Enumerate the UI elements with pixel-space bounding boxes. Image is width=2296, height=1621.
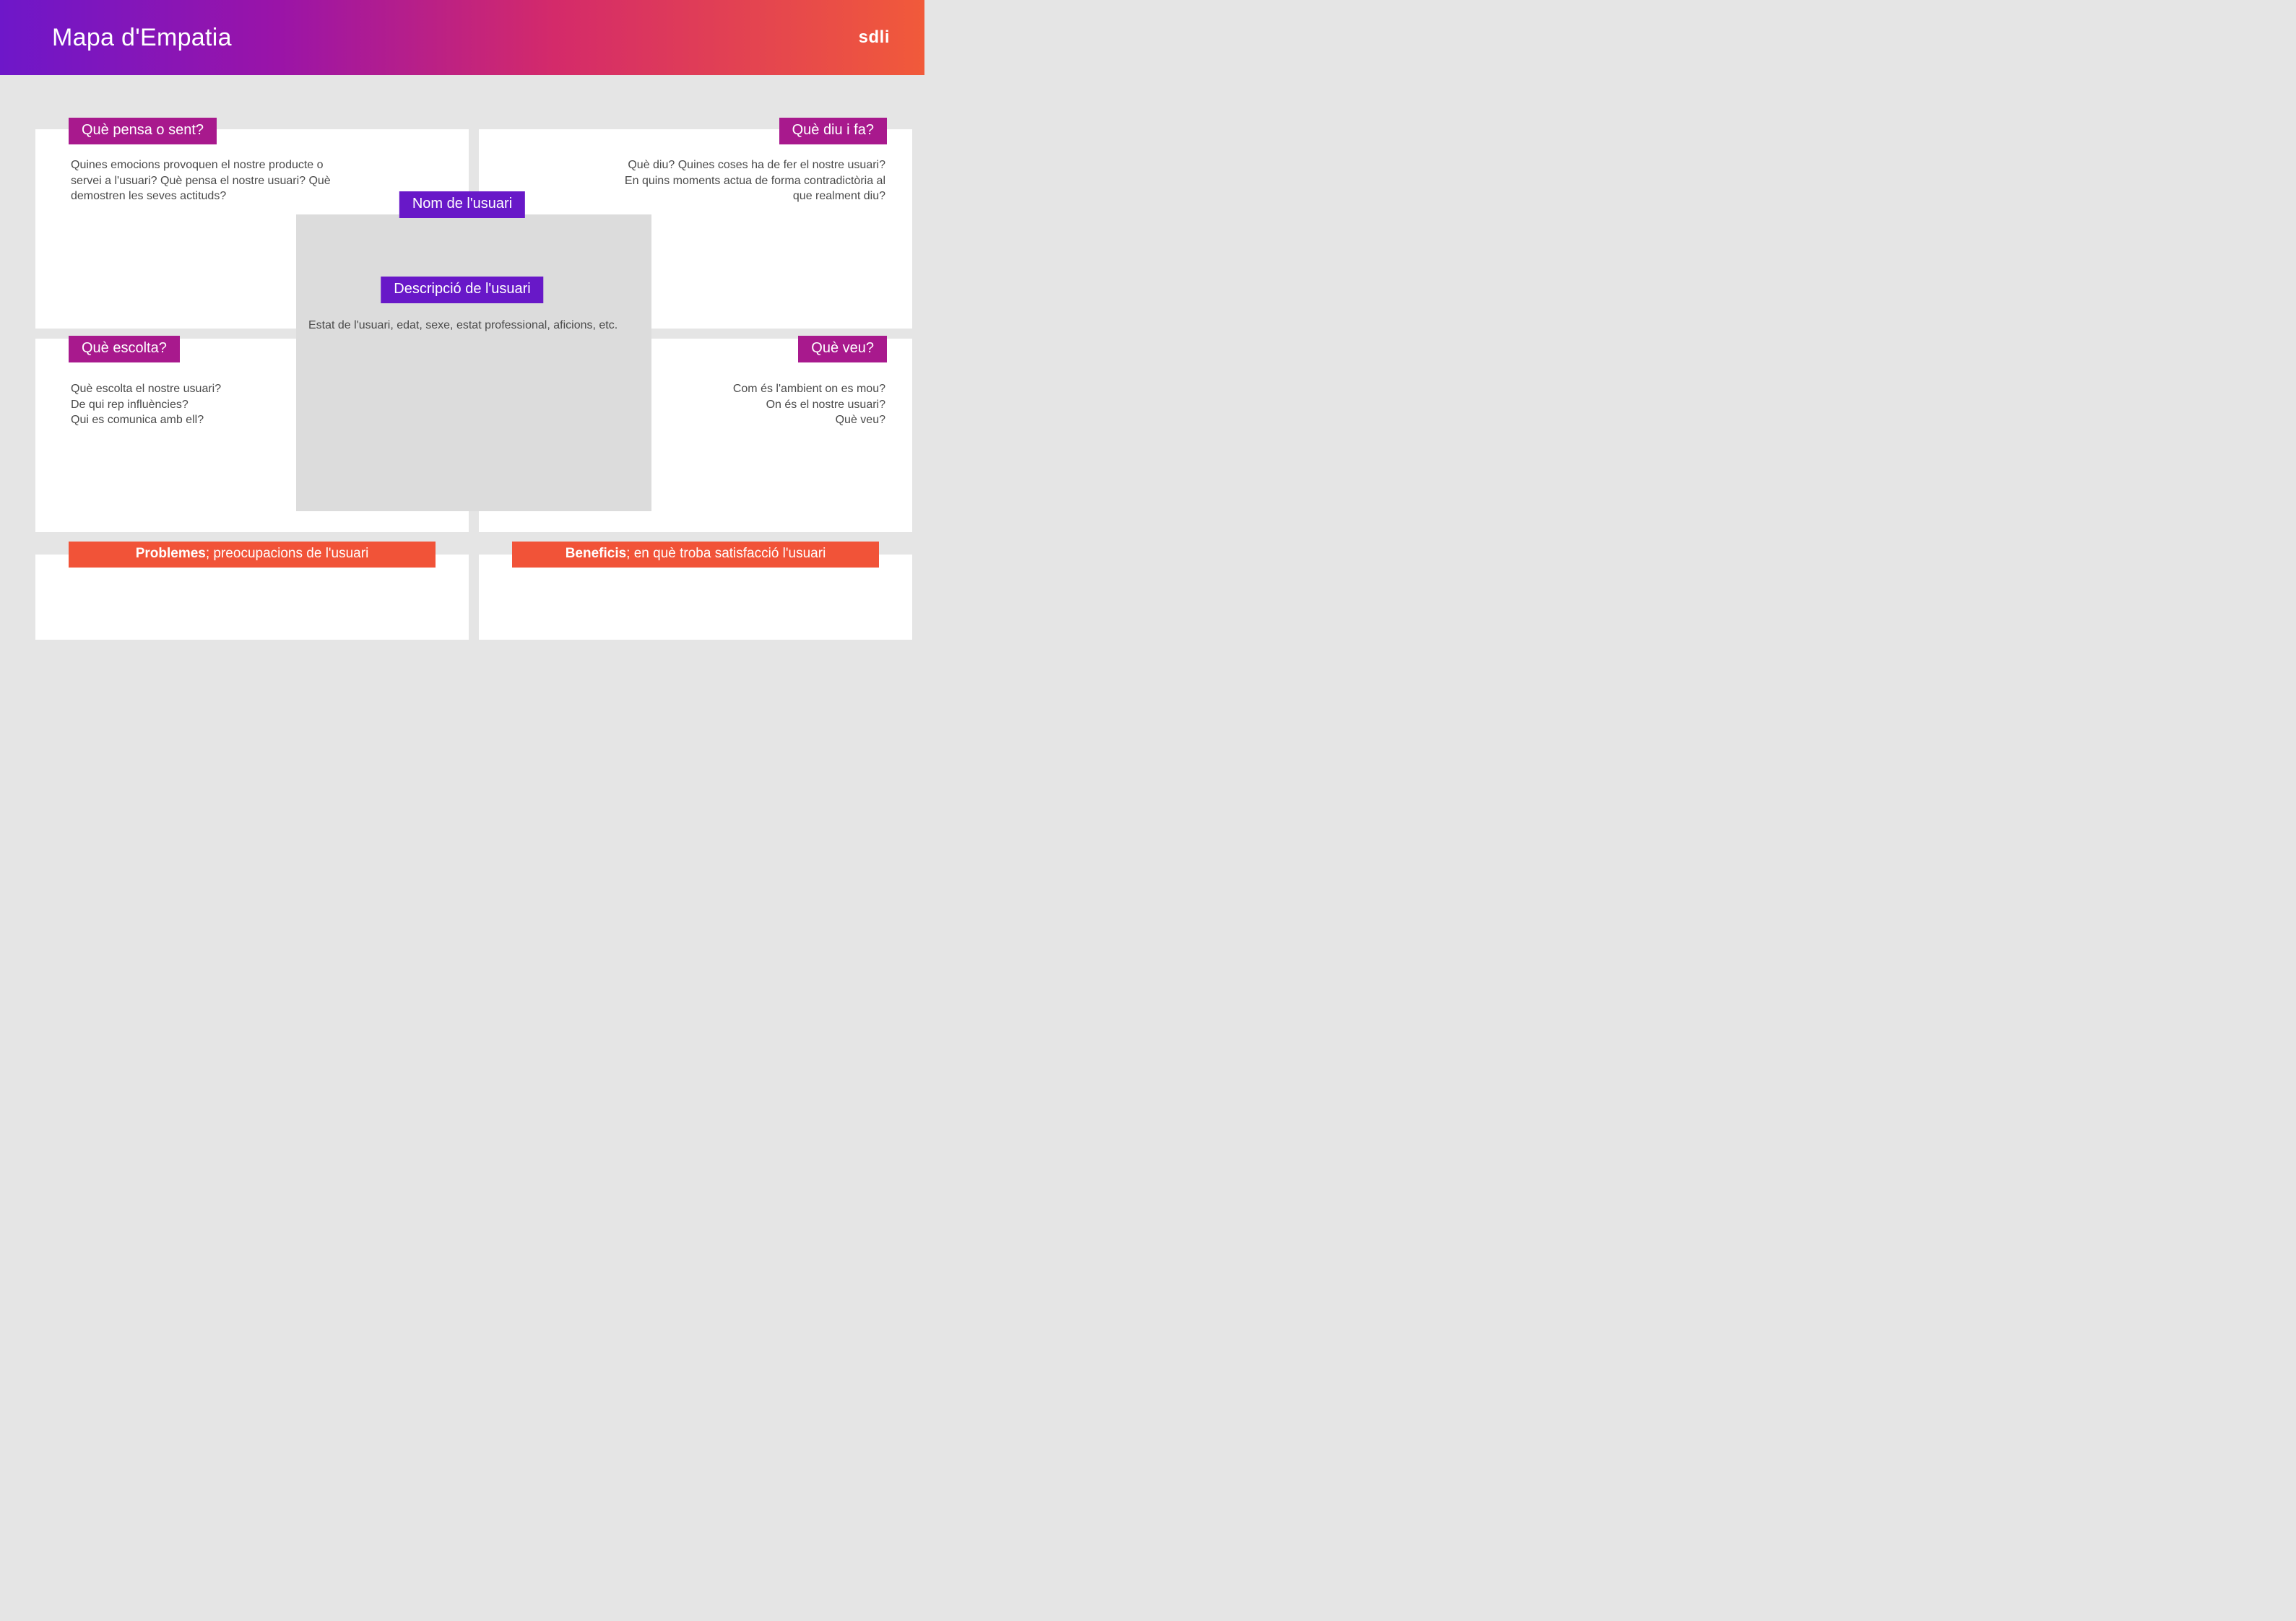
text-user-description: Estat de l'usuari, edat, sexe, estat pro… — [308, 318, 639, 334]
brand-logo: sdli — [859, 27, 890, 48]
tag-think-feel: Què pensa o sent? — [69, 118, 217, 144]
text-hear-line3: Qui es comunica amb ell? — [71, 412, 302, 428]
text-see-line1: Com és l'ambient on es mou? — [654, 381, 885, 397]
tag-see: Què veu? — [798, 336, 887, 362]
text-hear-line1: Què escolta el nostre usuari? — [71, 381, 302, 397]
text-see-line2: On és el nostre usuari? — [654, 397, 885, 413]
tag-pains-bold: Problemes — [136, 546, 206, 561]
header-bar: Mapa d'Empatia sdli — [0, 0, 924, 75]
tag-hear: Què escolta? — [69, 336, 180, 362]
tag-gains-rest: ; en què troba satisfacció l'usuari — [626, 546, 826, 561]
user-description-box — [296, 214, 651, 511]
tag-say-do: Què diu i fa? — [779, 118, 887, 144]
text-hear: Què escolta el nostre usuari? De qui rep… — [71, 381, 302, 428]
text-see: Com és l'ambient on es mou? On és el nos… — [654, 381, 885, 428]
tag-pains-rest: ; preocupacions de l'usuari — [206, 546, 368, 561]
text-think-feel: Quines emocions provoquen el nostre prod… — [71, 157, 334, 204]
page-title: Mapa d'Empatia — [52, 24, 232, 52]
text-say-do: Què diu? Quines coses ha de fer el nostr… — [611, 157, 885, 204]
tag-user-description: Descripció de l'usuari — [381, 277, 543, 303]
empathy-map-canvas: Mapa d'Empatia sdli Què pensa o sent? Qu… — [0, 0, 924, 653]
text-see-line3: Què veu? — [654, 412, 885, 428]
tag-user-name: Nom de l'usuari — [399, 191, 525, 218]
tag-gains: Beneficis; en què troba satisfacció l'us… — [512, 542, 879, 568]
text-hear-line2: De qui rep influències? — [71, 397, 302, 413]
tag-gains-bold: Beneficis — [566, 546, 626, 561]
tag-pains: Problemes; preocupacions de l'usuari — [69, 542, 436, 568]
